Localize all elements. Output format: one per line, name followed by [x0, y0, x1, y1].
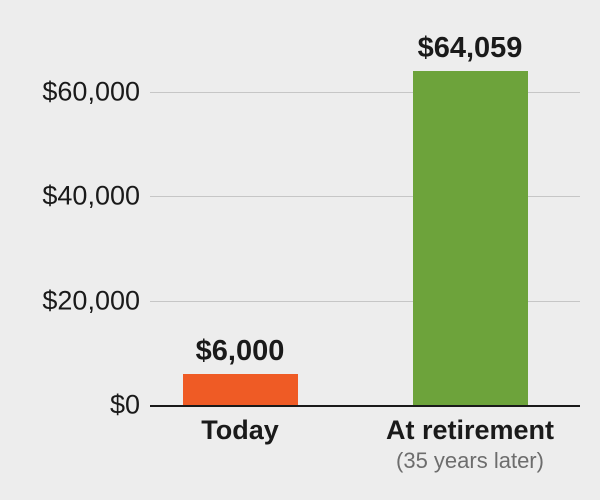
- gridline: [150, 405, 580, 407]
- y-axis-label: $20,000: [10, 285, 140, 316]
- bar-value-label: $64,059: [370, 32, 570, 65]
- y-axis-label: $40,000: [10, 181, 140, 212]
- bar-retirement: [413, 71, 528, 405]
- growth-bar-chart: $0 $20,000 $40,000 $60,000 $6,000 Today $64,05…: [0, 0, 600, 500]
- plot-area: $0 $20,000 $40,000 $60,000 $6,000 Today $64,05…: [0, 0, 600, 500]
- bar-category-label: At retirement: [370, 415, 570, 446]
- y-axis-label: $60,000: [10, 77, 140, 108]
- bar-today: [183, 374, 298, 405]
- y-axis-label: $0: [10, 390, 140, 421]
- bar-category-sublabel: (35 years later): [370, 448, 570, 474]
- bar-value-label: $6,000: [140, 335, 340, 368]
- bar-category-label: Today: [140, 415, 340, 446]
